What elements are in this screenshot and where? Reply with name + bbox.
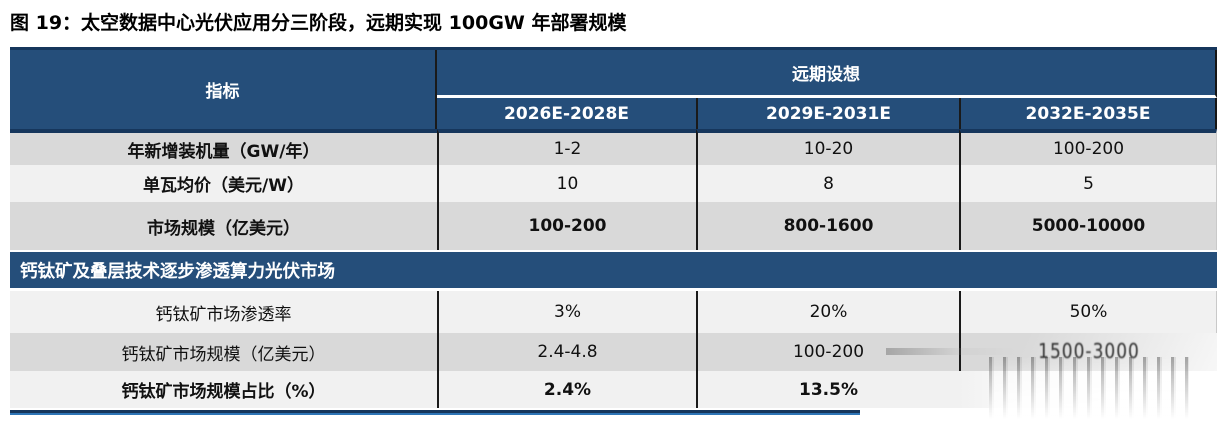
table-bottom-border	[10, 410, 860, 415]
data-cell: 10	[437, 165, 696, 202]
header-indicator-cell: 指标	[10, 50, 437, 129]
data-cell: 1-2	[437, 129, 696, 165]
section-banner-row: 钙钛矿及叠层技术逐步渗透算力光伏市场	[10, 250, 1218, 291]
data-cell: 5	[959, 165, 1218, 202]
data-cell: 2.4%	[437, 371, 696, 408]
table-row: 钙钛矿市场规模（亿美元） 2.4-4.8 100-200 1500-3000	[10, 333, 1218, 419]
data-cell: 100-200	[696, 333, 1016, 371]
header-period-cell: 2029E-2031E	[696, 98, 959, 129]
row-label: 钙钛矿市场规模占比（%）	[10, 371, 437, 408]
data-cell: 20%	[696, 291, 959, 333]
row-label: 钙钛矿市场渗透率	[10, 291, 437, 333]
table-top-border	[10, 47, 1217, 50]
header-row-group: 指标 远期设想	[10, 50, 1218, 129]
figure-title: 图 19：太空数据中心光伏应用分三阶段，远期实现 100GW 年部署规模	[10, 12, 627, 34]
row-label: 单瓦均价（美元/W）	[10, 165, 437, 202]
header-period-cell: 2026E-2028E	[437, 98, 696, 129]
data-cell: 100-200	[959, 129, 1218, 165]
header-scenario-group-cell: 远期设想	[437, 50, 1218, 98]
data-cell: 13.5%	[696, 371, 959, 408]
data-table-container: 指标 远期设想 2026E-2028E 2029E-2031E 2032E-20…	[10, 47, 1218, 419]
section-banner: 钙钛矿及叠层技术逐步渗透算力光伏市场	[10, 250, 1218, 291]
data-cell: 8	[696, 165, 959, 202]
data-cell-value: 100-200	[792, 342, 865, 362]
table-row: 钙钛矿市场渗透率 3% 20% 50%	[10, 291, 1218, 333]
data-cell-obscured	[959, 371, 1218, 408]
data-cell: 3%	[437, 291, 696, 333]
data-cell: 2.4-4.8	[437, 333, 696, 371]
data-cell-glitched: 1500-3000	[959, 333, 1218, 419]
data-cell-value: 1500-3000	[1038, 340, 1140, 364]
header-row-periods: 2026E-2028E 2029E-2031E 2032E-2035E	[10, 98, 1218, 129]
data-cell: 10-20	[696, 129, 959, 165]
table-row: 单瓦均价（美元/W） 10 8 5	[10, 165, 1218, 202]
row-label: 钙钛矿市场规模（亿美元）	[10, 333, 437, 371]
table-row: 钙钛矿市场规模占比（%） 2.4% 13.5%	[10, 371, 1218, 408]
data-cell: 800-1600	[696, 202, 959, 250]
table-row: 年新增装机量（GW/年） 1-2 10-20 100-200	[10, 129, 1218, 165]
data-cell: 5000-10000	[959, 202, 1218, 250]
data-table: 指标 远期设想 2026E-2028E 2029E-2031E 2032E-20…	[10, 50, 1218, 419]
row-label: 市场规模（亿美元）	[10, 202, 437, 250]
header-period-cell: 2032E-2035E	[959, 98, 1218, 129]
data-cell: 100-200	[437, 202, 696, 250]
data-cell: 50%	[959, 291, 1218, 333]
row-label: 年新增装机量（GW/年）	[10, 129, 437, 165]
table-row: 市场规模（亿美元） 100-200 800-1600 5000-10000	[10, 202, 1218, 250]
